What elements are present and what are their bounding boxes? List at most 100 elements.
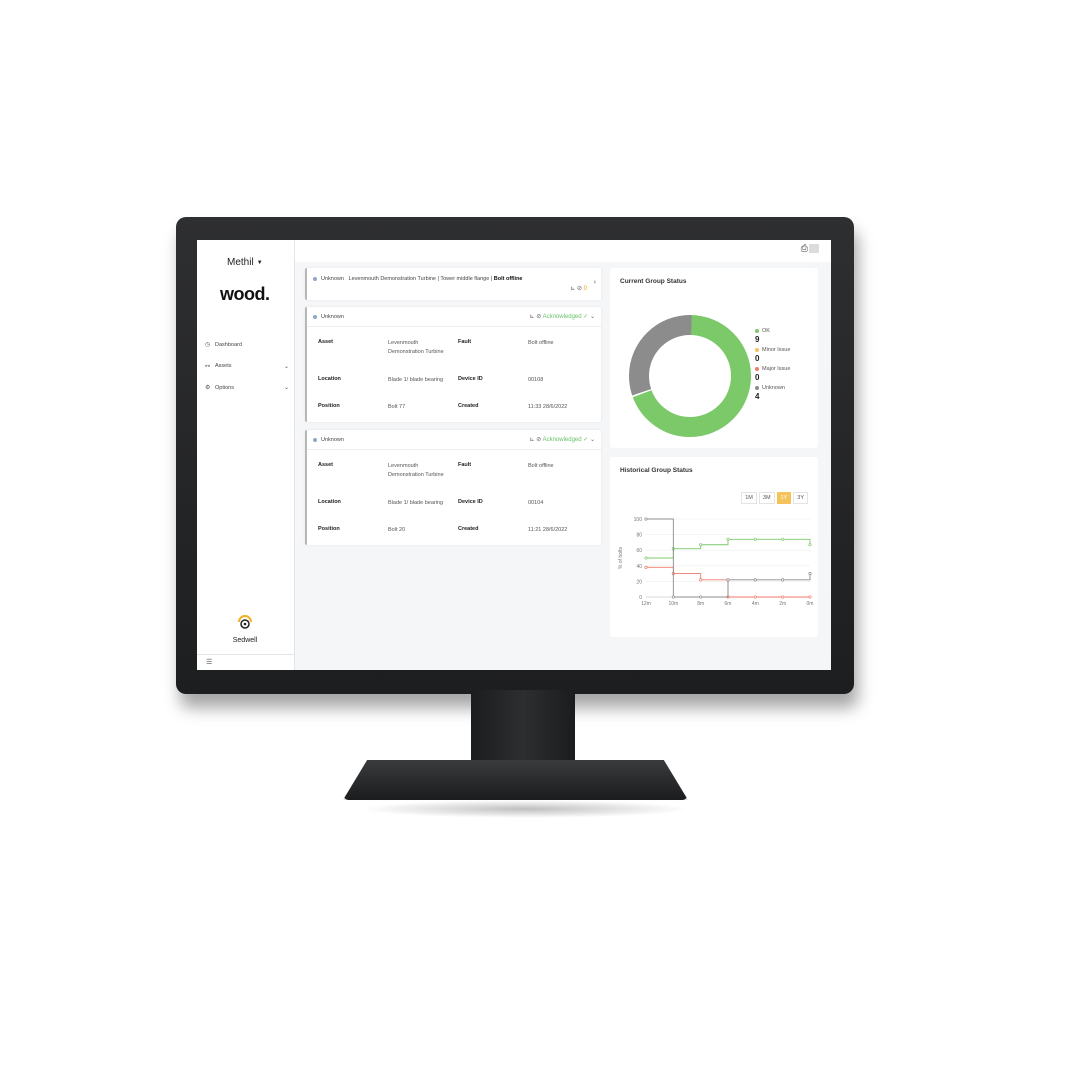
monitor-shadow: [360, 800, 690, 818]
series-line-unknown: [646, 518, 811, 598]
device-id-value: 00108: [528, 377, 544, 383]
chevron-down-icon[interactable]: ⌄: [589, 314, 595, 320]
alert-card: Unknown ⊾ ⊘ Acknowledged ✓ ⌄ Asset Leven…: [305, 307, 601, 422]
alert-card-collapsed[interactable]: Unknown Levenmouth Demonstration Turbine…: [305, 268, 601, 300]
data-point-major-issue[interactable]: [644, 565, 648, 569]
sedwell-label: Sedwell: [232, 637, 258, 644]
series-line-ok: [646, 538, 811, 559]
chevron-down-icon[interactable]: ⌄: [589, 437, 595, 443]
legend-item-ok[interactable]: OK: [755, 328, 790, 334]
link-icon[interactable]: ⊘: [536, 314, 542, 320]
donut-chart: [629, 315, 751, 437]
created-label: Created: [458, 403, 479, 409]
legend-label: Major Issue: [762, 366, 791, 372]
sidebar-item-assets[interactable]: ⚯ Assets ⌄: [205, 356, 289, 378]
data-point-major-issue[interactable]: [753, 595, 757, 599]
position-value: Bolt 20: [388, 527, 406, 533]
chart-icon[interactable]: ⊾: [570, 286, 576, 292]
assets-icon: ⚯: [205, 363, 211, 370]
data-point-ok[interactable]: [644, 556, 648, 560]
legend-item-major[interactable]: Major Issue: [755, 366, 790, 372]
location-value: Blade 1/ blade bearing: [388, 377, 444, 383]
data-point-major-issue[interactable]: [699, 578, 703, 582]
print-icon[interactable]: ⎙: [800, 243, 808, 253]
sidebar: Methil ▼ wood. ◷ Dashboard ⚯ Assets ⌄ ⚙ …: [197, 240, 295, 670]
range-tab-3m[interactable]: 3M: [758, 492, 775, 504]
current-group-status-panel: Current Group Status OK 9 Minor Issue 0 …: [610, 268, 818, 448]
org-selector[interactable]: Methil ▼: [227, 257, 263, 268]
alert-count: 0: [583, 286, 587, 292]
sidebar-nav: ◷ Dashboard ⚯ Assets ⌄ ⚙ Options ⌄: [205, 334, 289, 399]
sedwell-branding: Sedwell: [225, 612, 265, 644]
data-point-unknown[interactable]: [671, 595, 675, 599]
device-id-label: Device ID: [458, 376, 483, 382]
alert-card: Unknown ⊾ ⊘ Acknowledged ✓ ⌄ Asset Leven…: [305, 430, 601, 545]
alert-status-wrap: Unknown: [313, 314, 344, 320]
data-point-ok[interactable]: [726, 537, 730, 541]
chevron-down-icon[interactable]: ⌄: [283, 363, 289, 370]
y-tick-label: 0: [639, 595, 642, 601]
asset-label: Asset: [318, 339, 333, 345]
position-label: Position: [318, 403, 340, 409]
chevron-down-icon[interactable]: ⌄: [283, 385, 289, 392]
alert-summary-text: Levenmouth Demonstration Turbine | Tower…: [348, 276, 493, 282]
org-name: Methil: [227, 257, 254, 268]
fault-label: Fault: [458, 462, 472, 468]
data-point-ok[interactable]: [808, 543, 812, 547]
alert-card-header[interactable]: Unknown ⊾ ⊘ Acknowledged ✓ ⌄: [307, 307, 601, 327]
link-icon[interactable]: ⊘: [576, 286, 582, 292]
chart-icon[interactable]: ⊾: [529, 314, 535, 320]
range-tabs: 1M 3M 1Y 3Y: [741, 492, 808, 504]
alert-card-header[interactable]: Unknown ⊾ ⊘ Acknowledged ✓ ⌄: [307, 430, 601, 450]
dashboard-icon: ◷: [205, 342, 211, 349]
x-tick-label: 10m: [668, 601, 678, 607]
alert-status: Unknown: [321, 276, 344, 282]
donut-slice-unknown[interactable]: [629, 315, 751, 437]
data-point-unknown[interactable]: [644, 517, 648, 521]
range-tab-3y[interactable]: 3Y: [793, 492, 808, 504]
menu-icon: ☰: [206, 659, 213, 666]
topbar-square-button[interactable]: [809, 244, 819, 253]
collapse-sidebar-button[interactable]: ☰: [197, 654, 295, 670]
y-tick-label: 80: [636, 533, 642, 539]
legend-item-unknown[interactable]: Unknown: [755, 385, 790, 391]
data-point-unknown[interactable]: [726, 578, 730, 582]
data-point-ok[interactable]: [781, 537, 785, 541]
legend-item-minor[interactable]: Minor Issue: [755, 347, 790, 353]
range-tab-1m[interactable]: 1M: [741, 492, 757, 504]
data-point-unknown[interactable]: [753, 578, 757, 582]
data-point-unknown[interactable]: [699, 595, 703, 599]
data-point-ok[interactable]: [753, 537, 757, 541]
data-point-major-issue[interactable]: [808, 595, 812, 599]
status-dot: [313, 314, 317, 319]
device-id-label: Device ID: [458, 499, 483, 505]
alert-actions: ⊾ ⊘ 0: [570, 285, 587, 292]
history-line-chart: % of bolts 0 20 40 60 80 100 12m 10m 8m 6m 4m 2m 0m: [618, 517, 813, 607]
range-tab-1y[interactable]: 1Y: [776, 492, 792, 504]
chevron-right-icon[interactable]: ›: [593, 279, 596, 286]
alert-summary: Unknown Levenmouth Demonstration Turbine…: [313, 276, 522, 282]
legend-label: OK: [762, 328, 770, 334]
sidebar-item-options[interactable]: ⚙ Options ⌄: [205, 377, 289, 399]
chart-icon[interactable]: ⊾: [529, 437, 535, 443]
historical-group-status-panel: Historical Group Status 1M 3M 1Y 3Y % of…: [610, 457, 818, 637]
y-tick-label: 60: [636, 548, 642, 554]
check-circle-icon: ✓: [583, 437, 589, 443]
legend-count: 9: [755, 335, 760, 344]
data-point-unknown[interactable]: [808, 572, 812, 576]
sidebar-item-dashboard[interactable]: ◷ Dashboard: [205, 334, 289, 356]
x-tick-label: 12m: [641, 601, 651, 607]
asset-value: Levenmouth Demonstration Turbine: [388, 463, 444, 478]
link-icon[interactable]: ⊘: [536, 437, 542, 443]
legend-count: 0: [755, 373, 760, 382]
legend-count: 4: [755, 392, 760, 401]
data-point-ok[interactable]: [699, 543, 703, 547]
app-screen: Methil ▼ wood. ◷ Dashboard ⚯ Assets ⌄ ⚙ …: [197, 240, 831, 670]
data-point-major-issue[interactable]: [781, 595, 785, 599]
x-tick-label: 2m: [779, 601, 786, 607]
created-value: 11:33 28/6/2022: [528, 404, 568, 410]
data-point-unknown[interactable]: [781, 578, 785, 582]
check-circle-icon: ✓: [583, 314, 589, 320]
acknowledged-label: Acknowledged: [542, 437, 582, 443]
alert-actions: ⊾ ⊘ Acknowledged ✓ ⌄: [529, 313, 595, 320]
